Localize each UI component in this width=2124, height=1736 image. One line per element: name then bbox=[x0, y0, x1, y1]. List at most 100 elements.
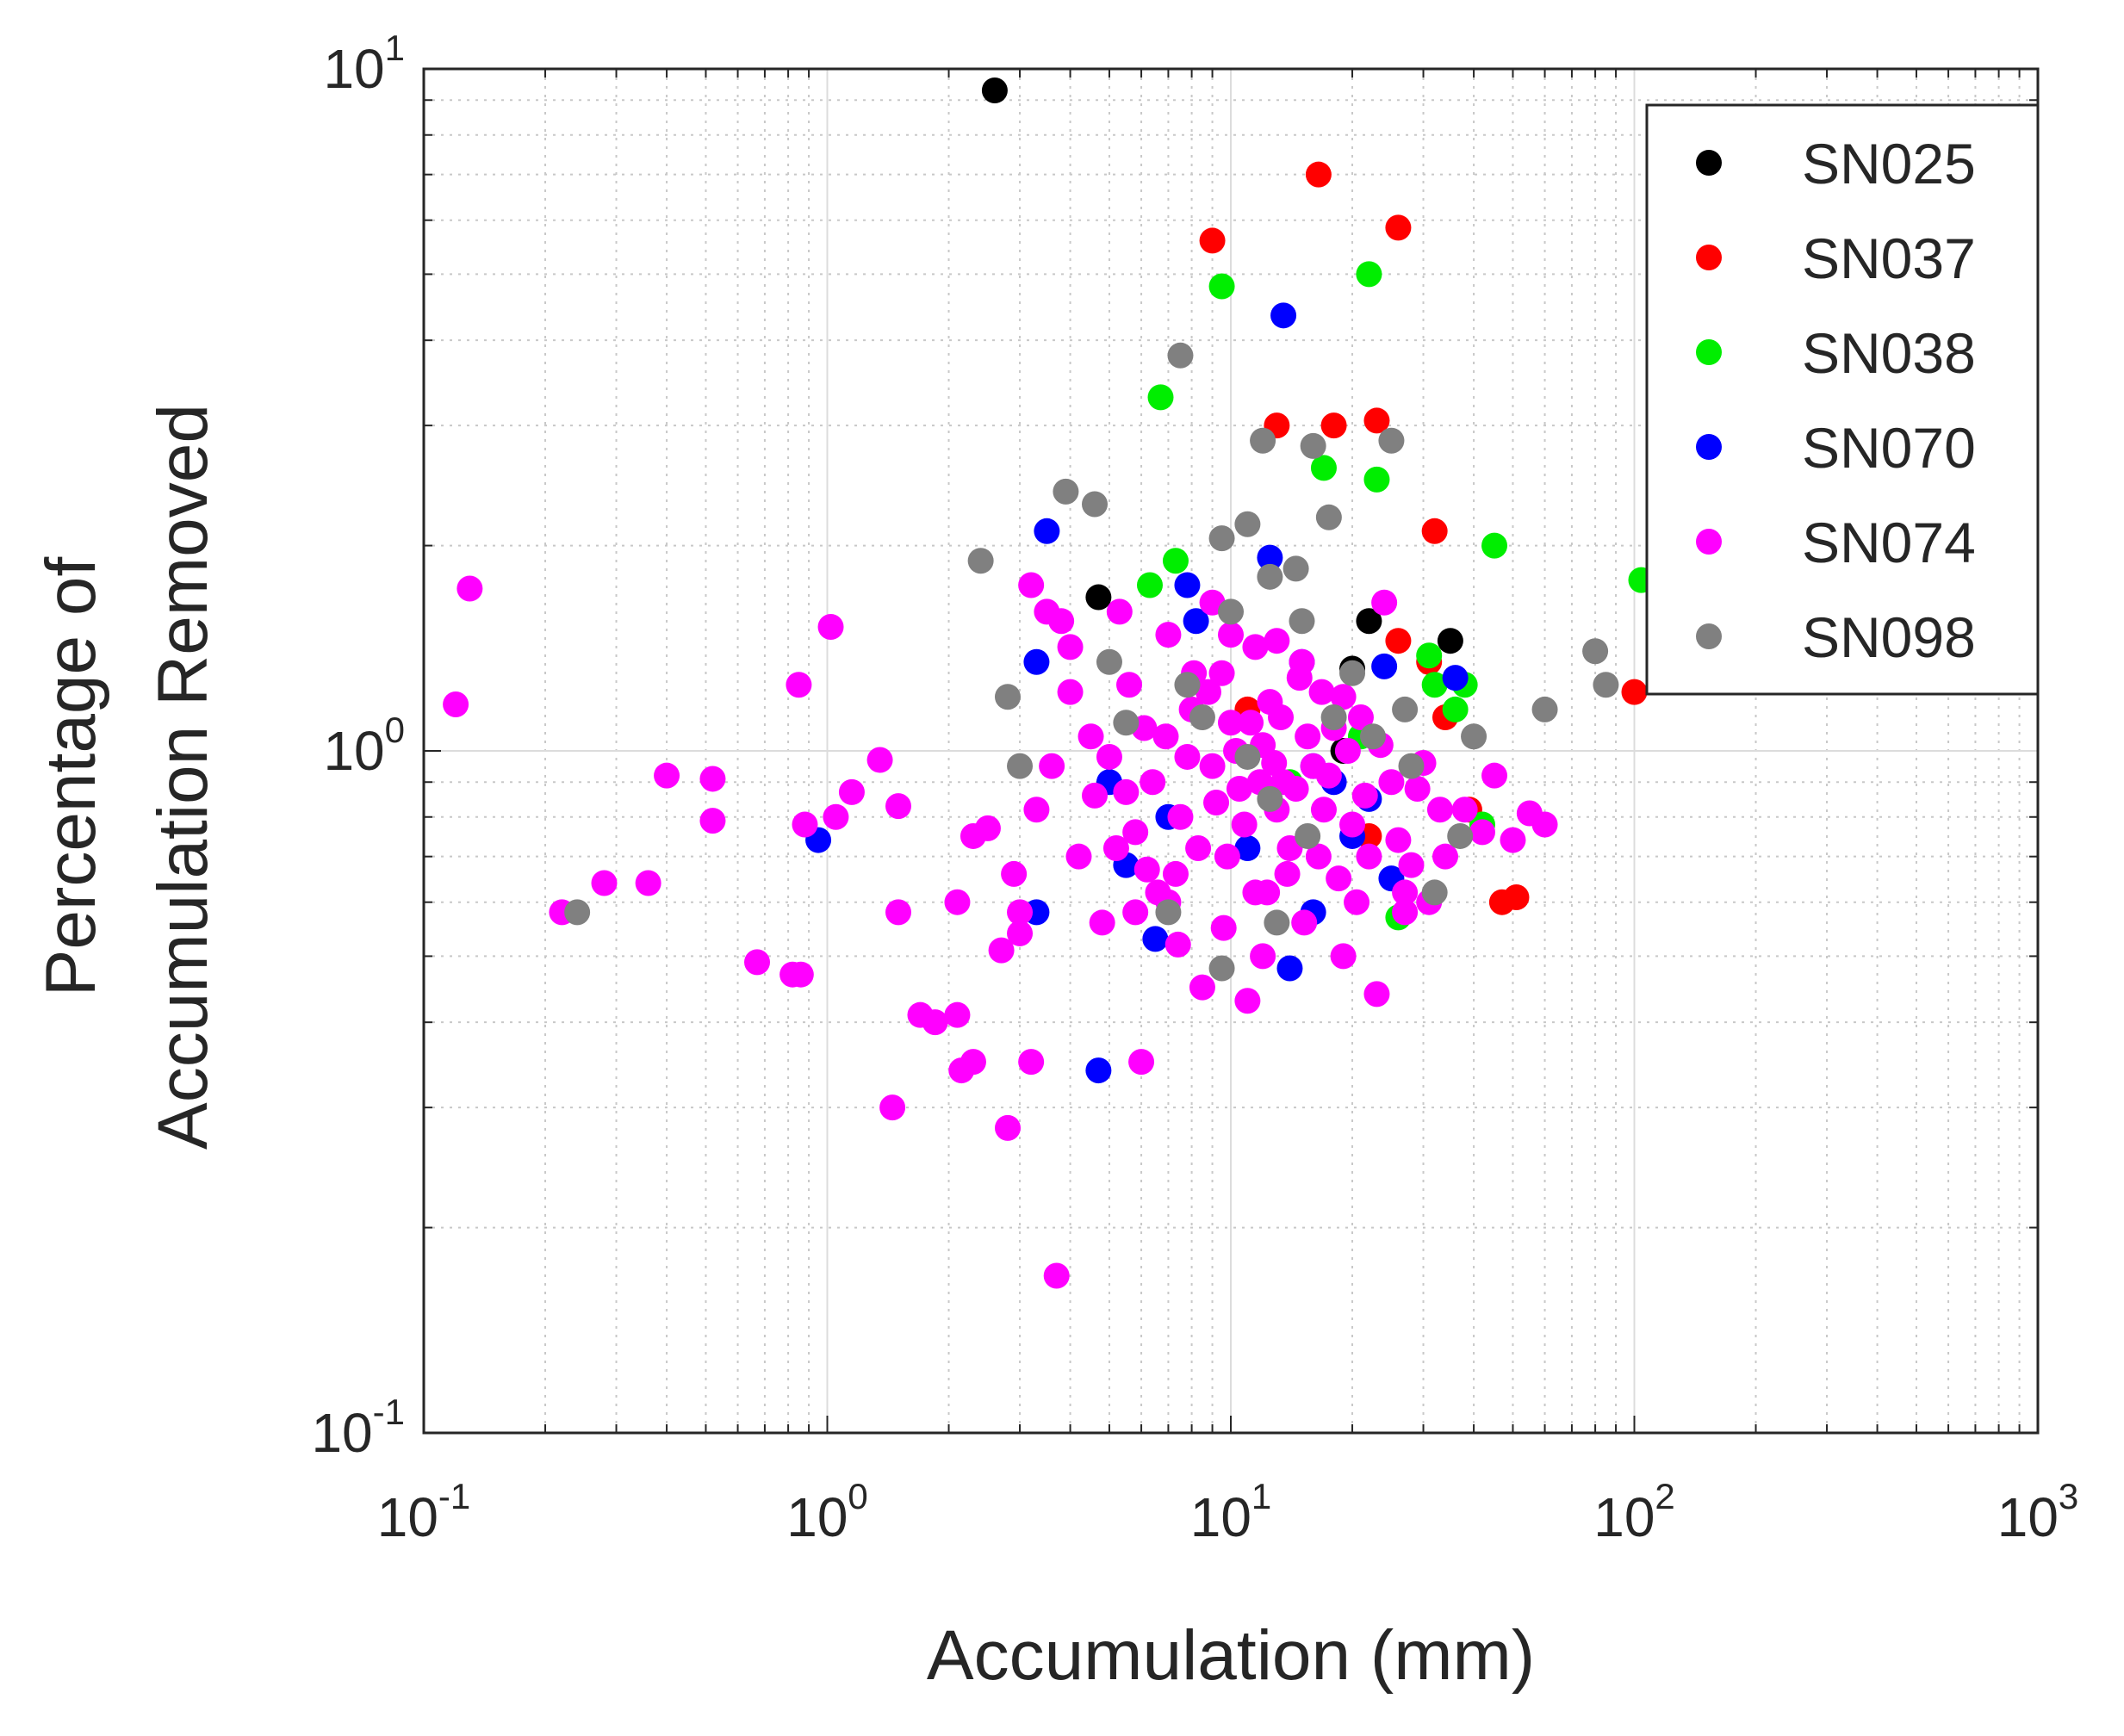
x-tick-label: 103 bbox=[1997, 1476, 2079, 1548]
data-point bbox=[944, 889, 971, 915]
data-point bbox=[1254, 879, 1281, 906]
data-point bbox=[1234, 511, 1261, 537]
data-point bbox=[1199, 753, 1226, 779]
legend-label-sn070: SN070 bbox=[1802, 416, 1976, 480]
data-point bbox=[1392, 696, 1419, 722]
data-point bbox=[817, 613, 844, 640]
data-point bbox=[654, 762, 680, 789]
data-point bbox=[1234, 834, 1261, 861]
data-point bbox=[1155, 622, 1182, 648]
data-point bbox=[786, 672, 812, 698]
legend-marker-sn025 bbox=[1696, 150, 1722, 176]
data-point bbox=[1356, 261, 1382, 288]
data-point bbox=[1199, 227, 1226, 254]
data-point bbox=[1174, 572, 1201, 598]
data-point bbox=[1226, 775, 1252, 802]
data-point bbox=[792, 811, 818, 838]
data-point bbox=[1385, 214, 1412, 241]
data-point bbox=[1147, 384, 1174, 411]
data-point bbox=[1421, 518, 1448, 544]
data-point bbox=[1018, 572, 1045, 598]
y-tick-label: 101 bbox=[323, 28, 405, 100]
data-point bbox=[1234, 988, 1261, 1014]
data-point bbox=[1326, 865, 1352, 892]
x-tick-labels: 10-1 100 101 102 103 bbox=[377, 1476, 2079, 1548]
data-point bbox=[838, 778, 865, 805]
data-point bbox=[885, 899, 911, 926]
data-point bbox=[1102, 834, 1129, 861]
data-point bbox=[1053, 478, 1079, 505]
data-point bbox=[1356, 843, 1382, 870]
data-point bbox=[1421, 879, 1448, 906]
data-point bbox=[1128, 1049, 1155, 1076]
data-point bbox=[1136, 572, 1163, 598]
data-point bbox=[1416, 642, 1443, 669]
data-point bbox=[994, 684, 1021, 710]
data-point bbox=[1310, 797, 1337, 823]
data-point bbox=[1162, 548, 1189, 574]
data-point bbox=[922, 1009, 948, 1036]
data-point bbox=[1085, 584, 1112, 611]
data-point bbox=[1210, 914, 1237, 941]
data-point bbox=[1378, 427, 1405, 454]
data-point bbox=[1356, 608, 1382, 635]
data-point bbox=[967, 548, 994, 574]
data-point bbox=[1503, 884, 1530, 911]
data-point bbox=[1404, 775, 1431, 802]
data-point bbox=[1007, 753, 1034, 779]
data-point bbox=[744, 949, 771, 976]
data-point bbox=[1363, 466, 1390, 493]
legend-box bbox=[1645, 103, 2040, 696]
data-point bbox=[1106, 598, 1133, 625]
data-point bbox=[1167, 803, 1194, 830]
y-tick-labels: 10-1 100 101 bbox=[311, 28, 405, 1464]
data-point bbox=[1208, 273, 1235, 300]
data-point bbox=[1320, 704, 1347, 731]
data-point bbox=[1234, 743, 1261, 770]
data-point bbox=[1023, 797, 1050, 823]
data-point bbox=[1305, 843, 1332, 870]
data-point bbox=[1282, 775, 1309, 802]
data-point bbox=[885, 793, 911, 820]
data-point bbox=[1282, 555, 1309, 582]
data-point bbox=[1007, 920, 1034, 946]
data-point bbox=[1330, 943, 1357, 970]
data-point bbox=[1320, 412, 1347, 439]
data-point bbox=[1442, 665, 1469, 691]
legend-marker-sn038 bbox=[1696, 339, 1722, 365]
legend-label-sn025: SN025 bbox=[1802, 132, 1976, 195]
data-point bbox=[1432, 843, 1458, 870]
legend-label-sn038: SN038 bbox=[1802, 321, 1976, 385]
data-point bbox=[1264, 628, 1290, 654]
data-point bbox=[1257, 785, 1283, 812]
data-point bbox=[1469, 819, 1495, 846]
data-point bbox=[1142, 926, 1169, 952]
data-point bbox=[1048, 608, 1075, 635]
data-point bbox=[1500, 827, 1526, 853]
data-point bbox=[1359, 723, 1386, 750]
data-point bbox=[1152, 723, 1179, 750]
data-point bbox=[1300, 432, 1326, 459]
data-point bbox=[564, 899, 591, 926]
data-point bbox=[1113, 710, 1140, 736]
y-axis-label: Percentage of Accumulation Removed bbox=[32, 404, 222, 1150]
data-point bbox=[1334, 738, 1361, 764]
legend-marker-sn074 bbox=[1696, 529, 1722, 555]
data-point bbox=[1057, 679, 1084, 705]
data-point bbox=[1363, 981, 1390, 1008]
y-tick-label: 100 bbox=[323, 710, 405, 782]
data-point bbox=[1185, 834, 1212, 861]
data-point bbox=[1133, 856, 1160, 883]
data-point bbox=[1082, 491, 1109, 518]
data-point bbox=[1286, 665, 1313, 691]
data-point bbox=[1261, 750, 1288, 777]
data-point bbox=[1291, 909, 1318, 936]
data-point bbox=[1085, 1057, 1112, 1084]
data-point bbox=[1208, 660, 1235, 686]
data-point bbox=[1582, 638, 1609, 665]
data-point bbox=[1007, 899, 1034, 926]
data-point bbox=[974, 815, 1001, 841]
data-point bbox=[1398, 852, 1425, 878]
data-point bbox=[960, 1049, 986, 1076]
